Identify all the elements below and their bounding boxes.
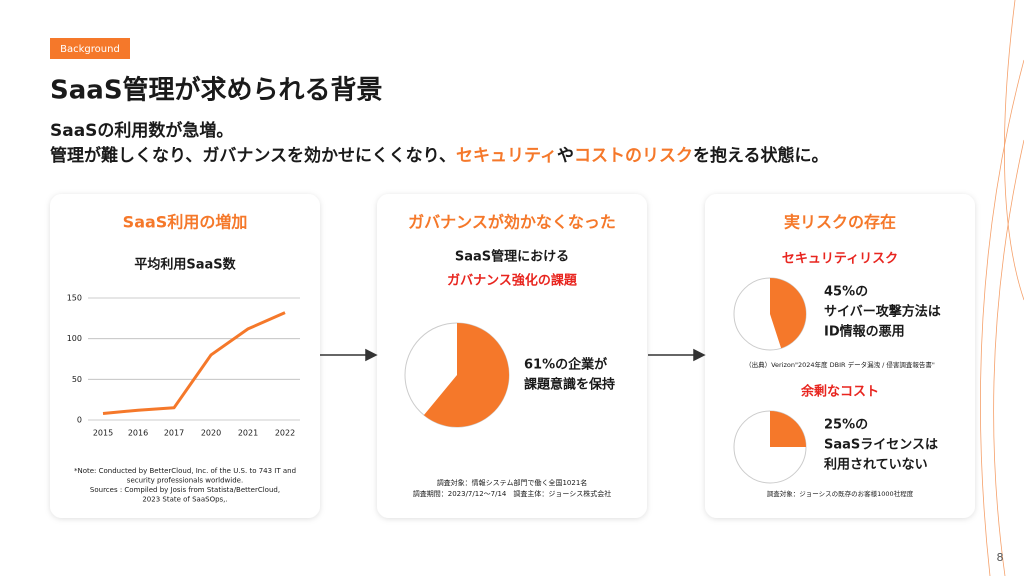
card [50,194,320,518]
pie-slice [770,411,806,447]
arrows [320,348,706,362]
pie-label: 25%の [824,418,868,433]
y-tick-label: 50 [72,375,82,384]
note: *Note: Conducted by BetterCloud, Inc. of… [74,467,296,475]
subtitle: SaaSの利用数が急増。管理が難しくなり、ガバナンスを効かせにくくなり、セキュリ… [50,120,828,166]
risk-title: セキュリティリスク [782,252,898,267]
pie-label: 利用されていない [824,457,928,473]
y-tick-label: 100 [67,334,82,343]
subtitle-segment: SaaSの利用数が急増。 [50,120,233,141]
x-tick-label: 2017 [164,429,184,438]
card-title: 実リスクの存在 [784,213,896,232]
pie-label: サイバー攻撃方法は [824,304,941,320]
note: security professionals worldwide. [127,477,243,485]
subtitle-segment: や [557,146,574,166]
tag: Background [60,44,120,55]
card-title: SaaS利用の増加 [123,213,248,232]
subtitle-segment: を抱える状態に。 [693,145,829,166]
y-tick-label: 150 [67,294,82,303]
subtitle-segment: セキュリティ [456,146,557,166]
lead-red: ガバナンス強化の課題 [447,273,578,289]
source: 調査対象：ジョーシスの既存のお客様1000社程度 [767,489,914,498]
pie-label: 課題意識を保持 [524,377,615,393]
line [102,311,286,415]
card [377,194,647,518]
subtitle-line: 管理が難しくなり、ガバナンスを効かせにくくなり、セキュリティやコストのリスクを抱… [50,145,828,166]
pie-label: 61%の企業が [524,357,607,373]
decor [980,0,1024,576]
chart-title: 平均利用SaaS数 [134,257,236,273]
x-tick-label: 2022 [275,429,295,438]
page-number: 8 [997,551,1004,564]
pie-slice [423,323,510,427]
footnote: 調査期間：2023/7/12〜7/14 調査主体：ジョーシス株式会社 [413,489,611,498]
note: 2023 State of SaaSOps,. [142,496,227,504]
x-tick-label: 2020 [201,429,221,438]
pie-label: SaaSライセンスは [824,438,938,453]
x-tick-label: 2016 [128,429,148,438]
subtitle-line: SaaSの利用数が急増。 [50,120,233,141]
title: SaaS管理が求められる背景 [50,75,383,106]
pie-label: ID情報の悪用 [824,324,905,340]
tag-bg [50,38,130,59]
x-tick-label: 2015 [93,429,113,438]
subtitle-segment: 管理が難しくなり、ガバナンスを効かせにくくなり、 [50,145,456,166]
lead: SaaS管理における [455,249,569,265]
source: （出典）Verizon"2024年度 DBIR データ漏洩 / 侵害調査報告書" [745,360,935,369]
subtitle-segment: コストのリスク [574,146,693,166]
footnote: 調査対象：情報システム部門で働く全国1021名 [437,478,588,487]
x-tick-label: 2021 [238,429,258,438]
risk-title: 余剰なコスト [800,384,879,400]
card-title: ガバナンスが効かなくなった [408,213,616,232]
note: Sources : Compiled by Josis from Statist… [90,486,280,494]
pie-slice [770,278,806,349]
pie-label: 45%の [824,285,868,300]
y-tick-label: 0 [77,416,82,425]
